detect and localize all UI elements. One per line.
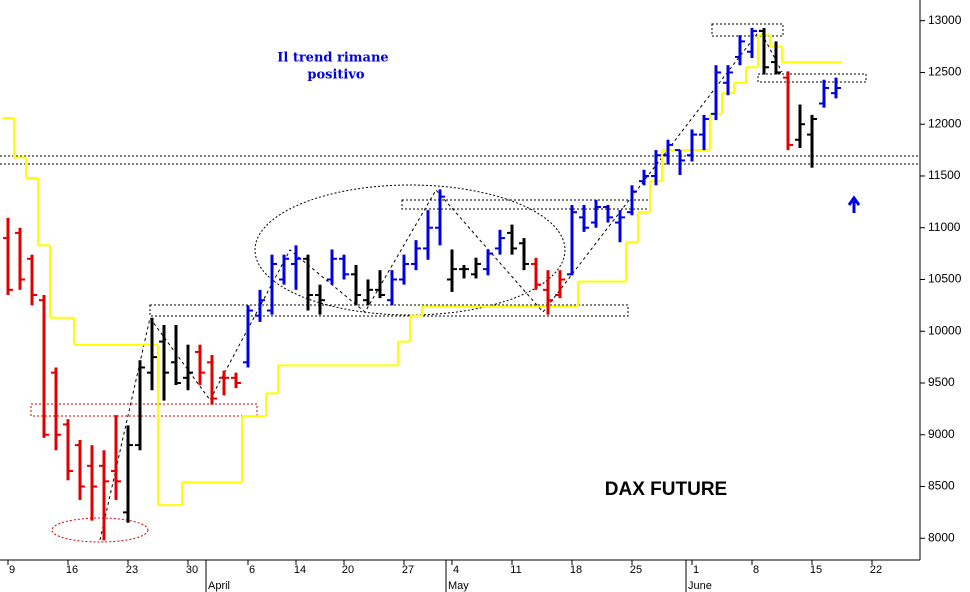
x-tick-label: 15: [810, 564, 822, 576]
y-tick-label: 10000: [928, 323, 962, 337]
month-label: June: [688, 580, 712, 592]
y-tick-label: 11500: [928, 168, 961, 182]
consolidation-ellipse: [254, 184, 566, 316]
annotation: Il trend rimane: [277, 51, 388, 66]
chart-title: DAX FUTURE: [605, 479, 727, 500]
x-tick-label: 8: [753, 564, 759, 576]
x-tick-label: 1: [693, 564, 699, 576]
plot: [2, 27, 842, 541]
y-tick-label: 11000: [928, 220, 961, 234]
trend-lines: [99, 29, 783, 541]
support-box: [30, 403, 258, 417]
up-arrow: [847, 195, 861, 213]
annotation: positivo: [307, 68, 365, 83]
y-tick-label: 12500: [928, 65, 962, 79]
x-tick-label: 18: [570, 564, 582, 576]
x-tick-label: 16: [66, 564, 78, 576]
x-tick-label: 11: [510, 564, 521, 576]
x-tick-label: 30: [186, 564, 198, 576]
support-box: [149, 304, 629, 317]
resistance-box: [757, 73, 867, 83]
y-tick-label: 12000: [928, 116, 962, 130]
x-tick-label: 27: [402, 564, 414, 576]
x-tick-label: 14: [294, 564, 306, 576]
x-tick-label: 4: [453, 564, 459, 576]
month-label: April: [208, 580, 230, 592]
month-label: May: [448, 580, 469, 592]
resistance-box: [711, 23, 784, 37]
x-tick-label: 25: [630, 564, 642, 576]
y-tick-label: 8000: [928, 530, 955, 544]
y-tick-label: 9500: [928, 375, 955, 389]
y-tick-label: 9000: [928, 427, 955, 441]
x-tick-label: 6: [249, 564, 255, 576]
bottom-ellipse: [51, 517, 149, 543]
x-tick-label: 9: [9, 564, 15, 576]
x-tick-label: 22: [870, 564, 882, 576]
y-tick-label: 8500: [928, 479, 955, 493]
x-tick-label: 20: [342, 564, 354, 576]
y-tick-label: 13000: [928, 13, 962, 27]
y-tick-label: 10500: [928, 272, 962, 286]
x-tick-label: 23: [126, 564, 138, 576]
